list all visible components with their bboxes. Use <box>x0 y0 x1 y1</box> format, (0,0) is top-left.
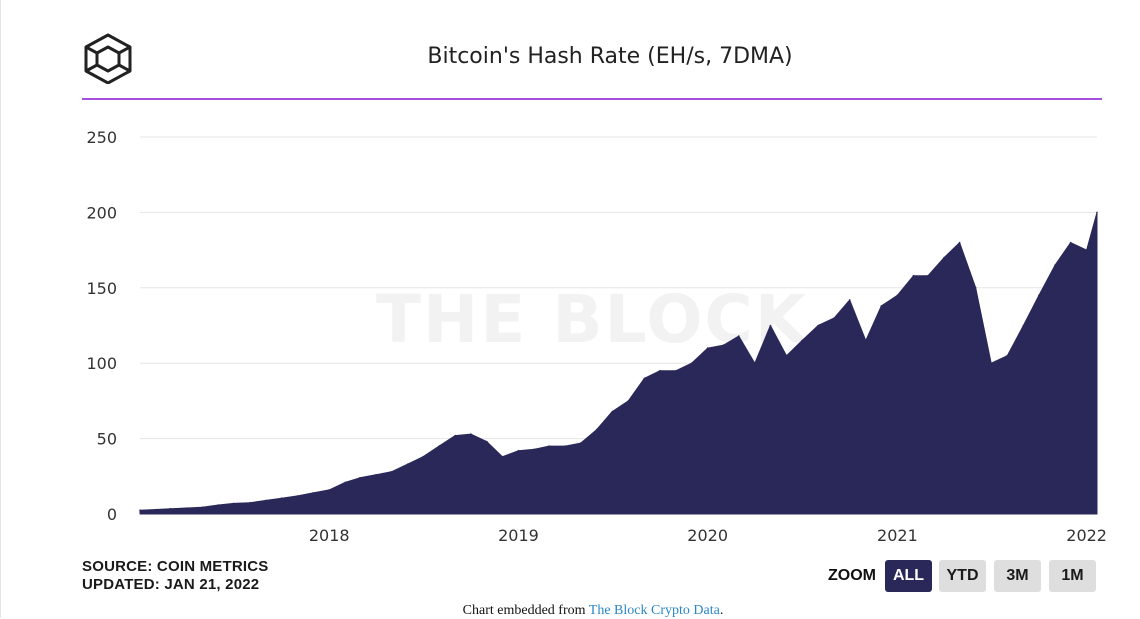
data-point <box>817 324 819 327</box>
x-tick-label: 2021 <box>877 526 918 545</box>
zoom-ytd-button[interactable]: YTD <box>939 560 986 592</box>
area-layer <box>139 211 1098 515</box>
x-axis: 2018 2019 2020 2021 2022 <box>309 526 1107 545</box>
data-point <box>627 400 630 402</box>
y-tick-label: 150 <box>86 279 117 298</box>
y-tick-label: 50 <box>97 430 117 449</box>
source-label: SOURCE: COIN METRICS <box>82 558 269 575</box>
data-point <box>438 445 440 447</box>
data-point <box>486 440 488 443</box>
data-point <box>611 410 614 413</box>
data-point <box>1069 241 1072 244</box>
data-point <box>865 339 867 342</box>
data-point <box>454 434 457 437</box>
data-point <box>233 502 235 505</box>
data-point <box>548 445 550 447</box>
data-point <box>912 274 915 277</box>
data-point <box>533 448 536 451</box>
data-point <box>517 449 520 452</box>
page-border <box>0 0 1 618</box>
data-point <box>406 463 409 466</box>
data-point <box>833 317 835 319</box>
data-point <box>265 499 267 502</box>
data-point <box>958 241 961 244</box>
data-point <box>690 362 693 365</box>
data-point <box>155 508 157 511</box>
data-point <box>1038 294 1040 297</box>
data-point <box>1096 211 1098 214</box>
data-point <box>880 305 883 307</box>
data-point <box>169 507 172 510</box>
data-point <box>422 455 424 458</box>
data-point <box>1006 354 1009 357</box>
data-point <box>801 339 803 342</box>
data-point <box>359 477 361 479</box>
data-point <box>769 324 772 327</box>
data-point <box>675 369 677 372</box>
data-point <box>280 497 283 500</box>
data-point <box>185 507 188 509</box>
title-divider <box>82 98 1102 100</box>
data-point <box>328 489 331 491</box>
data-point <box>722 344 725 346</box>
data-point <box>312 492 315 494</box>
data-point <box>943 256 945 259</box>
data-point <box>990 362 992 365</box>
embed-suffix: . <box>719 603 724 618</box>
data-point <box>643 377 646 380</box>
data-point <box>927 274 929 277</box>
data-point <box>375 474 377 476</box>
zoom-all-button[interactable]: ALL <box>885 560 932 592</box>
embed-link[interactable]: The Block Crypto Data <box>588 603 720 618</box>
data-point <box>896 294 899 297</box>
data-point <box>217 504 220 506</box>
data-point <box>659 369 661 372</box>
data-point <box>595 428 598 431</box>
chart-title: Bitcoin's Hash Rate (EH/s, 7DMA) <box>427 44 793 69</box>
data-point <box>470 433 472 435</box>
x-tick-label: 2019 <box>498 526 539 545</box>
data-point <box>1085 249 1088 251</box>
data-point <box>974 287 977 289</box>
data-point <box>139 509 141 512</box>
updated-label: UPDATED: JAN 21, 2022 <box>82 576 260 593</box>
x-tick-label: 2018 <box>309 526 350 545</box>
data-point <box>706 347 709 349</box>
data-point <box>344 481 347 484</box>
x-tick-label: 2022 <box>1066 526 1107 545</box>
data-point <box>785 354 788 357</box>
zoom-label: ZOOM <box>828 567 876 584</box>
data-point <box>390 471 393 473</box>
zoom-3m-button[interactable]: 3M <box>994 560 1041 592</box>
embed-credit: Chart embedded from The Block Crypto Dat… <box>0 603 1140 619</box>
data-point <box>738 335 740 337</box>
data-point <box>579 442 582 444</box>
y-tick-label: 100 <box>86 354 117 373</box>
data-point <box>848 299 851 301</box>
data-point <box>754 362 756 365</box>
data-point <box>1054 264 1056 267</box>
x-tick-label: 2020 <box>687 526 728 545</box>
embed-prefix: Chart embedded from <box>462 603 589 618</box>
y-axis: 0 50 100 150 200 250 <box>86 128 117 524</box>
data-point <box>501 455 504 458</box>
y-tick-label: 250 <box>86 128 117 147</box>
y-tick-label: 0 <box>107 505 117 524</box>
data-point <box>201 506 203 509</box>
zoom-1m-button[interactable]: 1M <box>1049 560 1096 592</box>
the-block-logo-icon <box>84 33 132 84</box>
y-tick-label: 200 <box>86 203 117 222</box>
data-point <box>249 501 251 504</box>
data-point <box>564 445 566 447</box>
data-point <box>296 495 299 497</box>
data-point <box>1022 324 1025 327</box>
